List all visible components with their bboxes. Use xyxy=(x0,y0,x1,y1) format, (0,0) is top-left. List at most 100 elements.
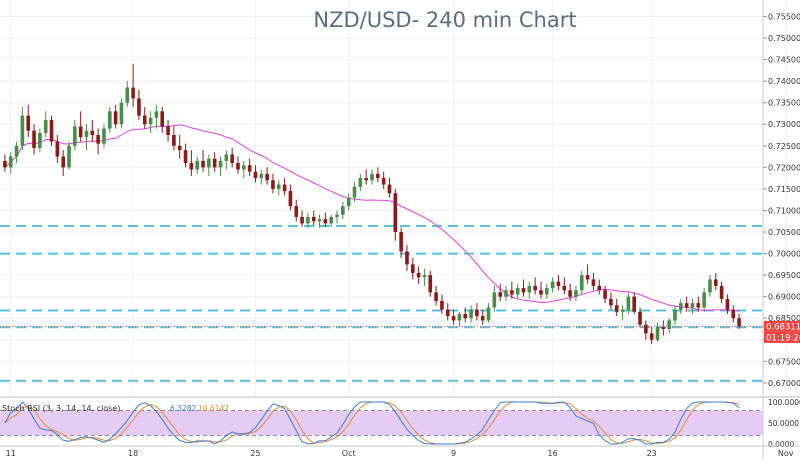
candle-body xyxy=(113,111,118,125)
candle-body xyxy=(614,305,619,312)
candle-body xyxy=(702,292,706,308)
candle-body xyxy=(294,206,299,217)
price-tick-label: 0.67500 xyxy=(768,357,800,366)
candle-body xyxy=(498,292,502,297)
candle-body xyxy=(579,275,584,291)
price-tick-label: 0.69000 xyxy=(768,293,800,302)
time-tick-label: 11 xyxy=(6,449,16,458)
candle-body xyxy=(451,316,456,321)
time-tick-label: Nov xyxy=(778,449,794,458)
candle-body xyxy=(102,128,106,144)
candle-body xyxy=(597,285,602,291)
candle-body xyxy=(550,281,555,289)
candle-body xyxy=(393,193,398,233)
candle-body xyxy=(609,298,613,306)
candle-body xyxy=(381,178,386,185)
candle-body xyxy=(667,320,671,330)
time-axis[interactable]: 111825Oct91623Nov132017:00Dec xyxy=(6,449,800,458)
candle-body xyxy=(207,158,211,168)
candle-body xyxy=(562,285,567,291)
candle-body xyxy=(480,316,485,321)
current-price-badge xyxy=(764,320,800,332)
candle-body xyxy=(125,87,130,103)
candle-body xyxy=(218,160,223,168)
price-tick-label: 0.71500 xyxy=(768,185,800,194)
chart-title: NZD/USD- 240 min Chart xyxy=(313,8,576,32)
candle-body xyxy=(61,156,65,168)
candle-body xyxy=(725,298,730,310)
candle-body xyxy=(55,141,60,157)
candle-body xyxy=(300,216,304,224)
candle-body xyxy=(323,219,328,224)
candle-body xyxy=(591,279,596,286)
candle-body xyxy=(20,115,25,146)
candle-body xyxy=(539,290,543,295)
candle-body xyxy=(527,285,532,293)
candle-body xyxy=(708,279,712,293)
candle-body xyxy=(195,160,200,170)
candle-body xyxy=(469,309,473,319)
candle-body xyxy=(410,264,415,273)
candle-body xyxy=(43,119,48,133)
candle-body xyxy=(568,290,572,297)
price-axis[interactable]: 0.75500 0.75000 0.74500 0.74000 0.73500 0.730… xyxy=(763,12,800,388)
candle-body xyxy=(119,102,124,125)
candle-body xyxy=(148,117,153,125)
candle-body xyxy=(515,288,520,295)
price-tick-label: 0.72000 xyxy=(768,163,800,172)
current-price-label: 0.68311 xyxy=(766,322,800,332)
candle-body xyxy=(236,163,240,170)
candle-body xyxy=(492,292,497,308)
candle-body xyxy=(626,296,631,310)
candle-body xyxy=(67,145,71,168)
stoch-rsi-pane[interactable]: 100.0000 50.0000 0.0000 xyxy=(0,398,800,449)
candle-body xyxy=(96,135,100,144)
price-tick-label: 0.73500 xyxy=(768,99,800,108)
candle-body xyxy=(416,272,421,278)
candle-body xyxy=(346,197,351,207)
price-tick-label: 0.68500 xyxy=(768,314,800,323)
candle-body xyxy=(160,111,165,127)
stoch-rsi-label: Stoch RSI (3, 3, 14, 14, close) xyxy=(2,404,120,413)
candle-body xyxy=(603,290,607,299)
candle-body xyxy=(154,111,159,118)
candle-body xyxy=(387,184,392,194)
candle-body xyxy=(731,309,736,319)
candle-body xyxy=(719,285,724,299)
candle-body xyxy=(364,178,368,181)
candle-body xyxy=(399,232,403,252)
candle-body xyxy=(661,326,666,330)
candle-body xyxy=(38,132,42,148)
candle-body xyxy=(14,145,19,157)
time-tick-label: 16 xyxy=(548,449,558,458)
price-tick-label: 0.72500 xyxy=(768,142,800,151)
candle-body xyxy=(544,288,549,295)
stoch-band xyxy=(0,410,763,436)
candle-body xyxy=(405,251,409,265)
candle-body xyxy=(434,292,438,301)
candle-body xyxy=(242,165,246,170)
candle-body xyxy=(352,186,357,198)
candle-body xyxy=(341,206,345,215)
candle-body xyxy=(306,216,310,224)
time-tick-label: 25 xyxy=(250,449,260,458)
candle-body xyxy=(358,178,363,187)
stoch-k-line xyxy=(4,401,740,445)
candle-body xyxy=(655,326,660,340)
candle-body xyxy=(370,173,374,181)
price-tick-label: 0.67000 xyxy=(768,379,800,388)
candle-body xyxy=(247,165,252,172)
candle-body xyxy=(107,111,112,129)
candle-body xyxy=(679,303,683,310)
price-tick-label: 0.73000 xyxy=(768,120,800,129)
candle-body xyxy=(585,275,590,280)
moving-average xyxy=(4,124,740,312)
moving-average-line xyxy=(4,124,740,312)
time-tick-label: 18 xyxy=(128,449,138,458)
candle-body xyxy=(673,309,677,321)
price-tick-label: 0.74500 xyxy=(768,56,800,65)
candle-body xyxy=(376,173,380,179)
candle-body xyxy=(510,290,514,295)
